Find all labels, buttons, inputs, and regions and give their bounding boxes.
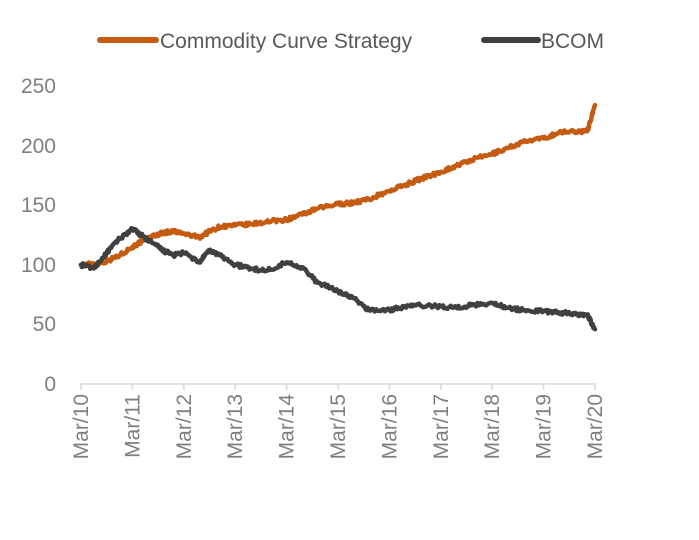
legend-label-commodity-curve-strategy: Commodity Curve Strategy	[160, 30, 413, 53]
x-axis: Mar/10 Mar/11 Mar/12 Mar/13 Mar/14 Mar/15 Mar/…	[70, 383, 607, 460]
x-tick-label: Mar/17	[430, 394, 453, 459]
x-tick-label: Mar/18	[481, 394, 504, 459]
y-axis: 0 50 100 150 200 250	[21, 75, 56, 396]
x-tick-label: Mar/12	[173, 394, 196, 459]
series-layer	[78, 102, 598, 332]
series-line-bcom	[78, 225, 598, 332]
series-line-commodity-curve-strategy	[78, 102, 598, 269]
x-tick-label: Mar/14	[276, 394, 299, 460]
x-tick-label: Mar/13	[224, 394, 247, 459]
legend-label-bcom: BCOM	[541, 30, 604, 53]
x-tick-label: Mar/15	[327, 394, 350, 459]
x-tick-label: Mar/11	[121, 394, 144, 458]
y-tick-label: 0	[44, 373, 56, 396]
y-tick-label: 250	[21, 75, 56, 98]
legend: Commodity Curve Strategy BCOM	[97, 30, 604, 53]
y-tick-label: 100	[21, 254, 56, 277]
x-tick-label: Mar/10	[70, 394, 93, 459]
y-tick-label: 150	[21, 194, 56, 217]
x-tick-label: Mar/16	[378, 394, 401, 459]
x-tick-label: Mar/19	[533, 394, 556, 459]
y-tick-label: 50	[33, 313, 56, 336]
y-tick-label: 200	[21, 135, 56, 158]
x-tick-label: Mar/20	[584, 394, 607, 459]
